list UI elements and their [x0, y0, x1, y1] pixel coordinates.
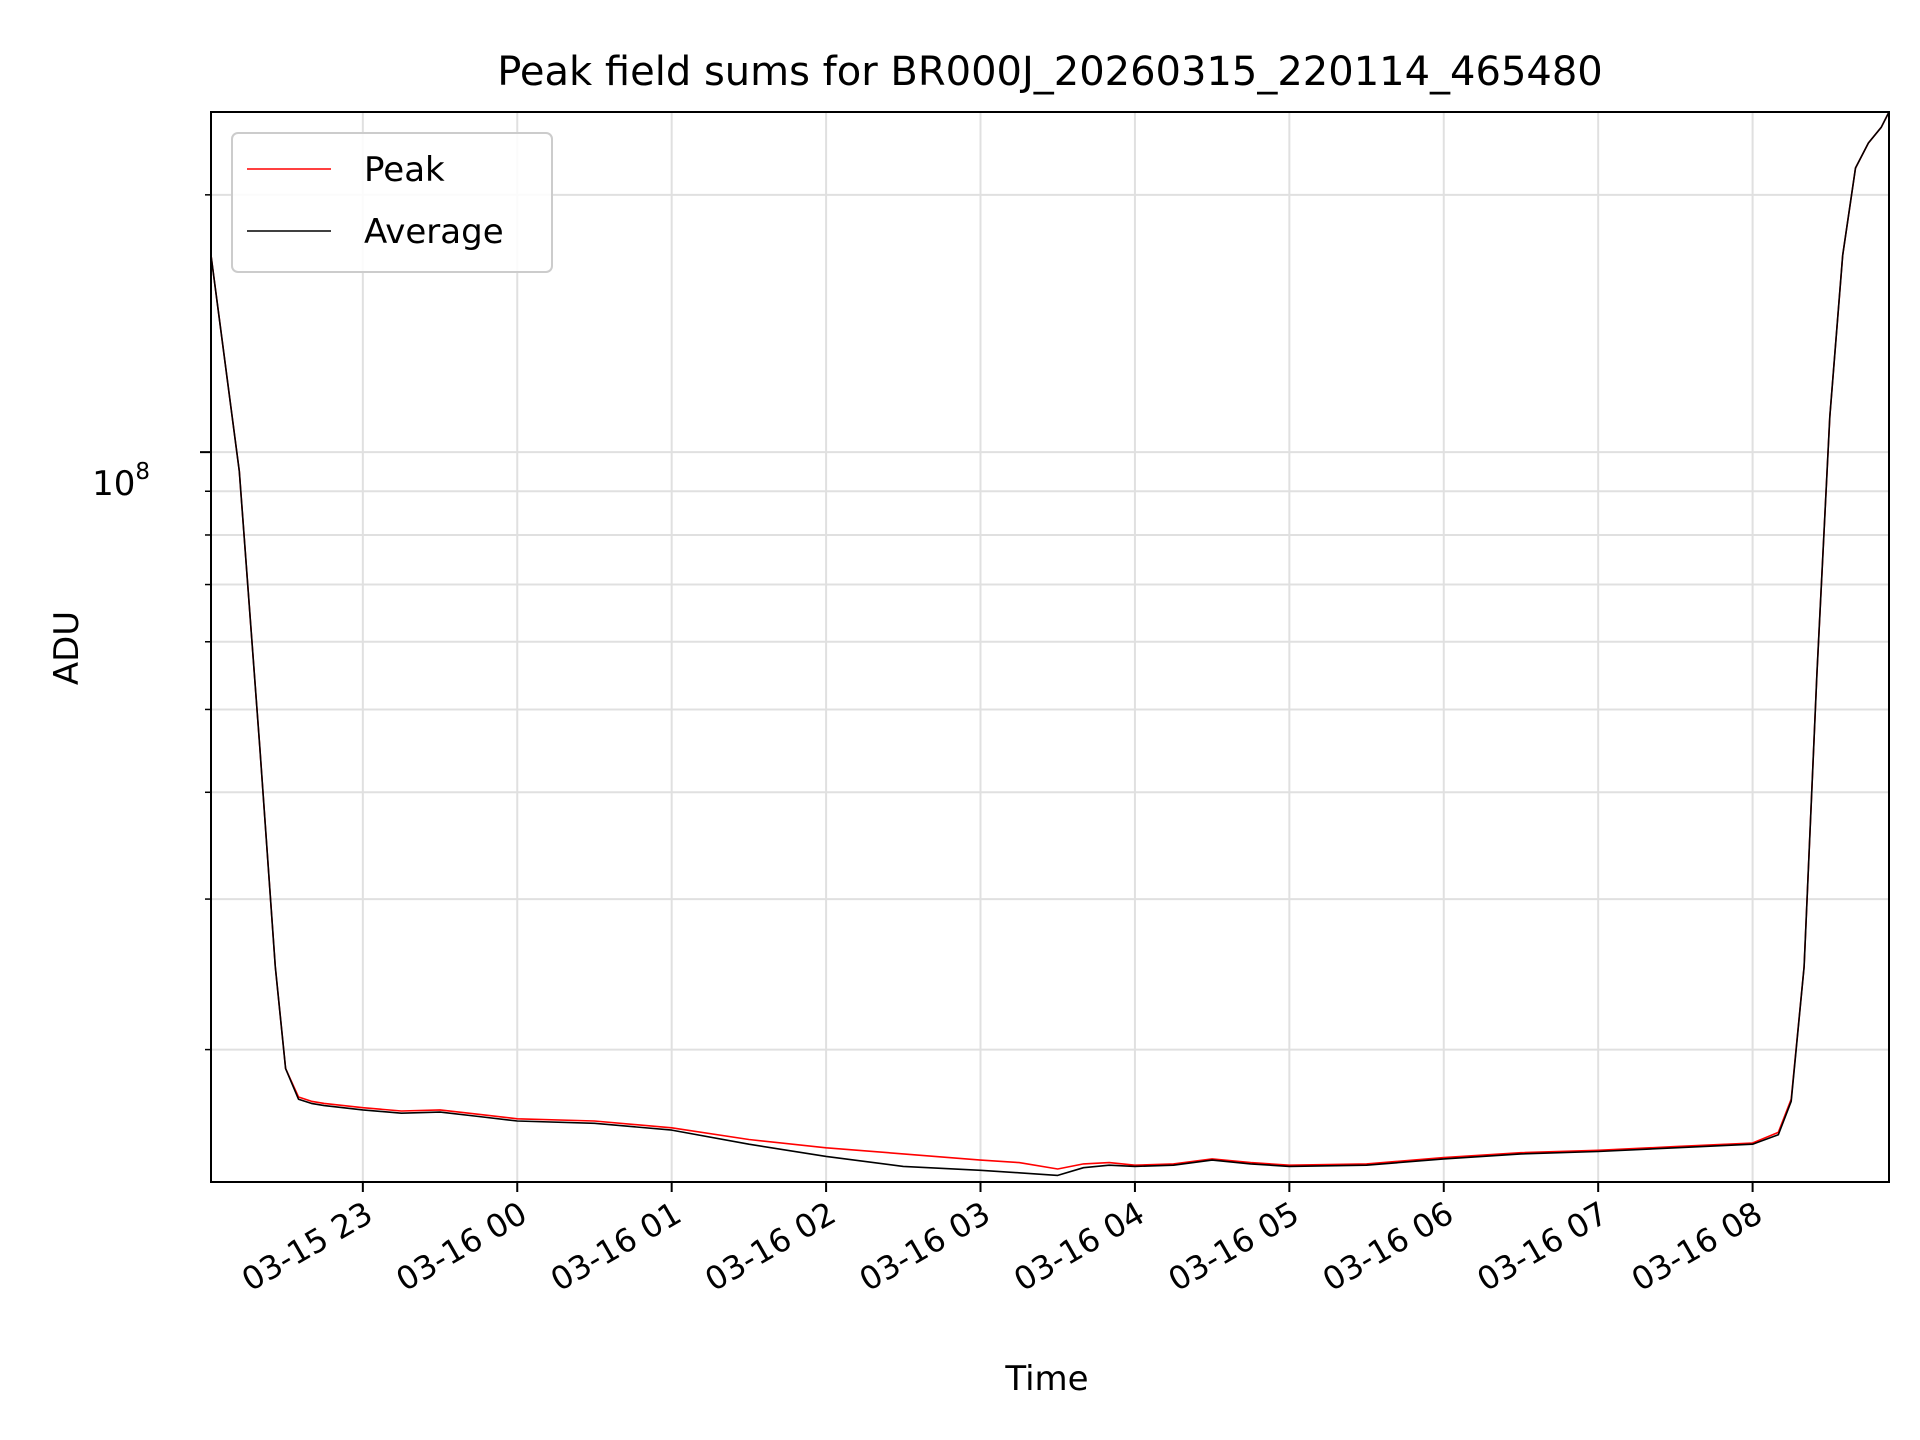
legend-label-average: Average: [364, 212, 504, 252]
y-axis-label: ADU: [47, 611, 87, 685]
legend: Peak Average: [231, 132, 553, 273]
series-line-average: [210, 111, 1890, 1177]
grid: [211, 112, 1889, 1182]
chart-title: Peak field sums for BR000J_20260315_2201…: [497, 49, 1603, 95]
x-axis-label: Time: [1004, 1359, 1088, 1399]
legend-label-peak: Peak: [364, 150, 445, 190]
series-layer: [210, 111, 1890, 1177]
plot-frame: [210, 111, 1890, 1183]
y-tick-label-major: 108: [92, 459, 150, 504]
y-axis-ticks: [200, 194, 211, 1051]
legend-box: [231, 132, 553, 273]
